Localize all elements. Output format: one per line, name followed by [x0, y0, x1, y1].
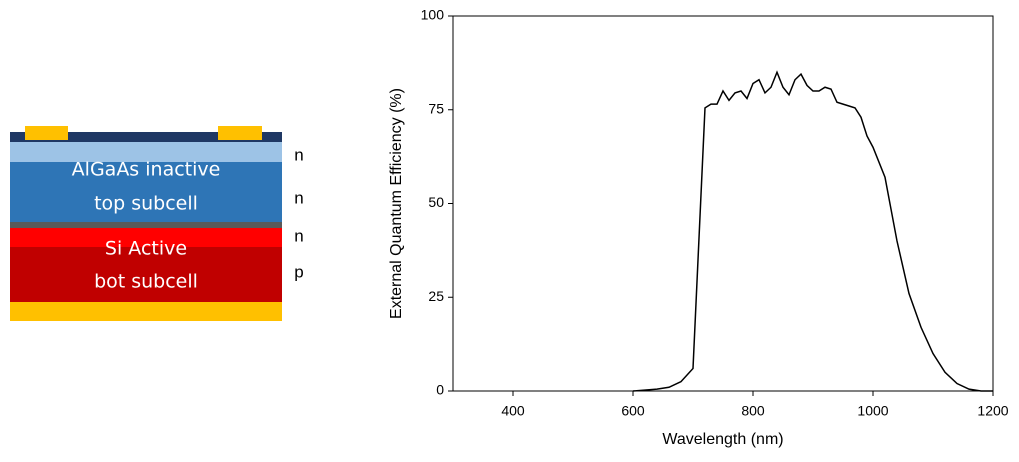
- doping-label: n: [294, 226, 303, 245]
- chart: Wavelength (nm) External Quantum Efficie…: [388, 7, 1009, 449]
- layer: [10, 302, 282, 321]
- layer: [10, 222, 282, 228]
- doping-label: n: [294, 145, 303, 164]
- doping-label: n: [294, 188, 303, 207]
- layer-label: AlGaAs inactive: [72, 159, 221, 181]
- contact: [25, 126, 68, 140]
- x-axis-title: Wavelength (nm): [662, 431, 783, 448]
- x-tick-label: 1000: [857, 403, 888, 419]
- layer: [10, 142, 282, 162]
- layer: [10, 247, 282, 302]
- device-diagram: AlGaAs inactive top subcell Si Active bo…: [10, 126, 304, 321]
- doping-label: p: [294, 262, 303, 281]
- x-tick-label: 600: [621, 403, 645, 419]
- layer-label: Si Active: [105, 238, 187, 260]
- layer: [10, 228, 282, 247]
- y-tick-label: 50: [428, 194, 444, 210]
- y-axis-title: External Quantum Efficiency (%): [388, 88, 405, 319]
- layer: [10, 162, 282, 222]
- layer-label: bot subcell: [94, 271, 198, 293]
- y-tick-label: 100: [421, 7, 445, 23]
- layer-label: top subcell: [94, 193, 198, 215]
- y-tick-label: 75: [428, 100, 444, 116]
- plot-frame: [452, 15, 994, 392]
- y-tick-label: 0: [436, 382, 444, 398]
- x-tick-label: 800: [741, 403, 765, 419]
- data-line: [632, 70, 993, 392]
- x-tick-label: 1200: [977, 403, 1008, 419]
- contact: [218, 126, 262, 140]
- y-tick-label: 25: [428, 288, 444, 304]
- layer: [10, 132, 282, 142]
- x-tick-label: 400: [501, 403, 525, 419]
